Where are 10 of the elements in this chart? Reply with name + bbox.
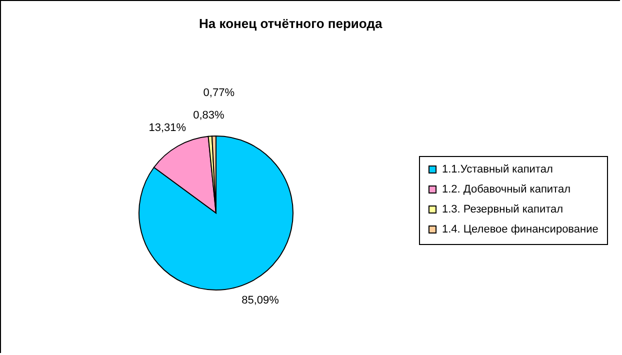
data-label: 85,09% (242, 294, 280, 306)
data-label: 0,77% (203, 87, 235, 100)
data-label: 0,83% (193, 109, 225, 122)
legend-label: 1.1.Уставный капитал (442, 164, 553, 176)
legend-label: 1.3. Резервный капитал (442, 204, 564, 216)
legend-label: 1.4. Целевое финансирование (442, 224, 598, 236)
data-label: 13,31% (148, 122, 186, 134)
pie-slice (138, 136, 294, 290)
chart-title: На конец отчётного периода (199, 16, 383, 31)
legend-label: 1.2. Добавочный капитал (442, 184, 570, 196)
